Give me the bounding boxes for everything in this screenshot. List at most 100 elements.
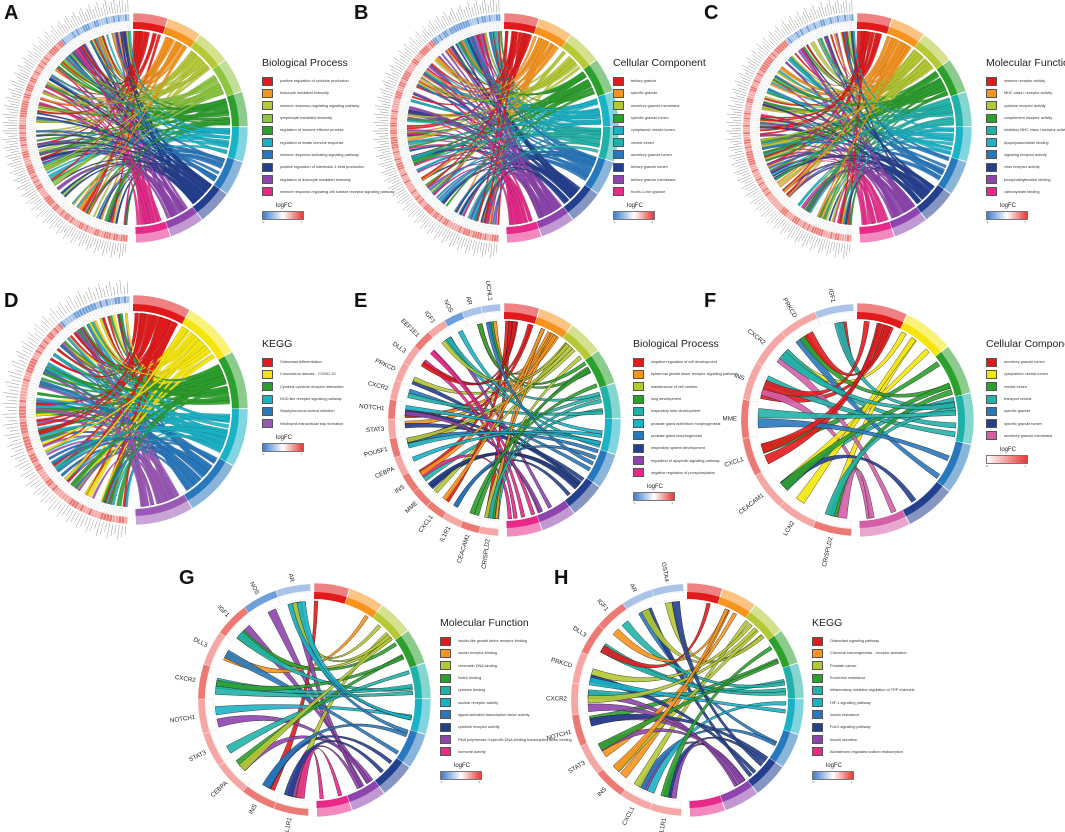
gene-tick — [5, 116, 18, 119]
gene-logfc-cell — [459, 22, 465, 30]
logfc-tick: -1 — [986, 219, 989, 224]
chord-ribbon — [819, 37, 954, 118]
gene-tick — [29, 192, 37, 198]
gene-logfc-cell — [51, 203, 59, 210]
chord-ribbon — [42, 313, 149, 448]
gene-label: CXCR2 — [746, 328, 767, 347]
chord-ribbon — [98, 36, 176, 217]
chord-ribbon — [96, 154, 223, 219]
gene-arc — [402, 156, 411, 162]
chord-ribbon — [423, 394, 601, 482]
chord-ribbon — [37, 142, 203, 198]
legend-label: Inflammatory mediator regulation of TRP … — [830, 688, 915, 693]
gene-arc — [776, 192, 784, 200]
chord-ribbon — [44, 85, 162, 222]
gene-arc — [440, 41, 447, 49]
gene-logfc-cell — [19, 119, 27, 123]
gene-tick — [734, 150, 744, 153]
gene-logfc-cell — [84, 224, 90, 233]
legend-swatch — [440, 722, 451, 732]
chord-ribbon — [215, 655, 405, 692]
chord-ribbon — [119, 31, 197, 204]
chord-ribbon — [39, 416, 230, 438]
gene-tick — [821, 239, 826, 252]
chord-ribbon — [454, 163, 579, 213]
legend-label: RNA polymerase II-specific DNA-binding t… — [458, 737, 572, 742]
gene-arc — [811, 217, 817, 225]
gene-label: UCHL1 — [484, 280, 493, 302]
gene-logfc-cell — [119, 234, 124, 242]
gene-tick — [81, 234, 87, 246]
chord-ribbon — [80, 327, 228, 394]
gene-tick — [7, 370, 23, 376]
term-arc — [344, 588, 383, 619]
chord-ribbon — [490, 332, 556, 519]
gene-arc — [65, 486, 73, 494]
gene-tick — [449, 11, 456, 23]
chord-ribbon — [805, 32, 879, 84]
gene-tick — [62, 226, 72, 239]
chord-ribbon — [770, 81, 953, 118]
term-arc-inner — [410, 698, 423, 732]
gene-logfc-cell — [387, 399, 397, 420]
gene-logfc-cell — [769, 196, 777, 203]
chord-ribbon — [494, 174, 544, 225]
legend-item: cytoplasmic vesicle lumen — [986, 368, 1065, 380]
gene-tick — [53, 218, 61, 229]
chord-ribbon — [767, 87, 950, 162]
gene-logfc-cell — [414, 55, 422, 63]
legend-item: leukocyte mediated immunity — [262, 87, 395, 99]
legend-label: insulin receptor binding — [458, 651, 498, 656]
chord-ribbon — [760, 385, 873, 519]
chord-ribbon — [840, 38, 897, 225]
gene-tick — [737, 174, 752, 182]
chord-ribbon — [772, 78, 944, 105]
gene-arc — [97, 308, 103, 317]
chord-ribbon — [44, 339, 203, 453]
gene-tick — [23, 61, 34, 69]
gene-arc — [83, 33, 89, 41]
gene-tick — [496, 243, 498, 253]
gene-logfc-cell — [781, 311, 818, 338]
gene-tick — [481, 1, 485, 14]
chord-ribbon — [423, 72, 598, 112]
gene-tick — [33, 198, 42, 205]
chord-ribbon — [407, 82, 592, 136]
gene-arc — [124, 508, 129, 516]
gene-logfc-cell — [461, 306, 483, 319]
chord-ribbon — [473, 154, 594, 221]
term-arc-inner — [537, 500, 569, 522]
legend-label: specific granule lumen — [1004, 421, 1042, 426]
gene-arc — [824, 26, 829, 34]
chord-ribbon — [86, 45, 188, 215]
gene-arc — [831, 223, 836, 232]
legend-swatch — [262, 394, 273, 404]
gene-arc — [401, 99, 409, 104]
chord-ribbon — [262, 735, 393, 790]
gene-logfc-cell — [459, 520, 481, 534]
chord-ribbon — [42, 333, 196, 386]
term-arc-inner — [583, 65, 605, 97]
gene-tick — [8, 155, 21, 159]
chord-ribbon — [806, 74, 940, 212]
gene-tick — [851, 0, 853, 13]
gene-logfc-cell — [37, 186, 45, 193]
gene-tick — [730, 148, 743, 151]
chord-ribbon — [45, 366, 222, 390]
term-arc — [937, 157, 968, 195]
chord-ribbon — [112, 314, 189, 367]
logfc-tick: -1 — [262, 451, 265, 456]
gene-tick — [9, 167, 25, 174]
gene-arc — [31, 377, 39, 382]
gene-tick — [445, 231, 452, 242]
term-arc — [536, 500, 575, 531]
gene-logfc-cell — [810, 23, 816, 31]
gene-tick — [802, 232, 807, 241]
gene-tick — [829, 241, 833, 254]
gene-arc — [27, 417, 35, 421]
gene-tick — [410, 204, 418, 211]
gene-logfc-cell — [56, 41, 64, 49]
gene-logfc-cell — [483, 233, 488, 241]
chord-ribbon — [807, 91, 949, 213]
chord-ribbon — [289, 602, 382, 659]
